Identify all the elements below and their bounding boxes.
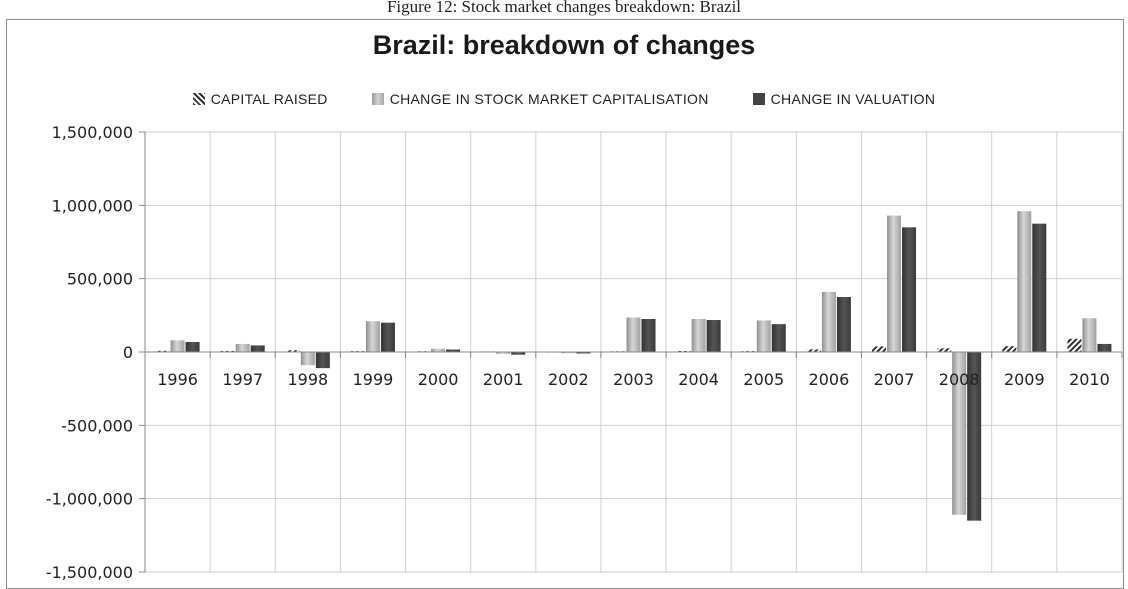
x-tick-label-1999: 1999 <box>353 370 394 389</box>
x-tick-label-2004: 2004 <box>678 370 719 389</box>
x-tick-label-1998: 1998 <box>287 370 328 389</box>
bar-change-in-valuation-2010[interactable] <box>1097 343 1112 352</box>
bar-change-in-stock-market-capitalisation-2008[interactable] <box>952 352 967 515</box>
bar-change-in-valuation-1997[interactable] <box>250 345 265 352</box>
bar-change-in-stock-market-capitalisation-1999[interactable] <box>365 321 380 352</box>
bar-capital-raised-2009[interactable] <box>1002 346 1017 352</box>
x-tick-label-2002: 2002 <box>548 370 589 389</box>
bar-change-in-valuation-2003[interactable] <box>641 319 656 352</box>
bar-change-in-stock-market-capitalisation-2003[interactable] <box>626 317 641 352</box>
chart-title: Brazil: breakdown of changes <box>372 30 756 60</box>
bar-change-in-stock-market-capitalisation-2001[interactable] <box>496 352 511 354</box>
bar-change-in-valuation-1998[interactable] <box>315 352 330 369</box>
legend: Capital raised Change in stock market ca… <box>0 91 1128 107</box>
x-tick-label-2009: 2009 <box>1004 370 1045 389</box>
bar-change-in-valuation-2005[interactable] <box>771 324 786 352</box>
bar-capital-raised-1997[interactable] <box>220 350 235 352</box>
bar-change-in-stock-market-capitalisation-2000[interactable] <box>431 348 446 352</box>
x-tick-label-1996: 1996 <box>157 370 198 389</box>
bar-capital-raised-2008[interactable] <box>937 348 952 352</box>
bar-change-in-stock-market-capitalisation-1998[interactable] <box>300 352 315 366</box>
chart-frame <box>6 19 1124 589</box>
bar-change-in-stock-market-capitalisation-1997[interactable] <box>235 343 250 352</box>
y-tick-label: 0 <box>123 343 133 362</box>
y-tick-label: -500,000 <box>61 416 133 435</box>
legend-item-change-in-capitalisation[interactable]: Change in stock market capitalisation <box>371 91 709 107</box>
bar-change-in-valuation-1999[interactable] <box>380 322 395 352</box>
legend-swatch-change-in-valuation <box>752 93 765 105</box>
legend-label-capital-raised: Capital raised <box>210 91 328 107</box>
x-tick-label-2001: 2001 <box>483 370 524 389</box>
x-tick-label-1997: 1997 <box>222 370 263 389</box>
figure-caption: Figure 12: Stock market changes breakdow… <box>386 0 742 16</box>
y-tick-label: 500,000 <box>67 270 133 289</box>
x-tick-label-2007: 2007 <box>874 370 915 389</box>
bar-capital-raised-1998[interactable] <box>285 350 300 352</box>
y-tick-label: -1,000,000 <box>46 490 133 509</box>
bar-change-in-valuation-2004[interactable] <box>706 320 721 352</box>
bar-change-in-valuation-2007[interactable] <box>902 227 917 352</box>
bar-capital-raised-2006[interactable] <box>806 349 821 352</box>
x-tick-label-2005: 2005 <box>743 370 784 389</box>
legend-swatch-change-in-capitalisation <box>371 93 384 105</box>
bar-change-in-valuation-2001[interactable] <box>511 352 526 355</box>
bar-change-in-valuation-2000[interactable] <box>446 349 461 352</box>
bar-change-in-valuation-2006[interactable] <box>836 297 851 352</box>
y-tick-label: -1,500,000 <box>46 563 133 581</box>
axes: -1,500,000 -1,000,000 -500,000 0 500,000 1,00… <box>46 123 1123 581</box>
legend-label-change-in-valuation: Change in valuation <box>770 91 936 107</box>
x-tick-label-2008: 2008 <box>939 370 980 389</box>
bar-change-in-stock-market-capitalisation-2005[interactable] <box>756 320 771 352</box>
x-tick-label-2003: 2003 <box>613 370 654 389</box>
legend-swatch-capital-raised <box>192 93 205 105</box>
bar-change-in-valuation-1996[interactable] <box>185 342 200 352</box>
legend-label-change-in-capitalisation: Change in stock market capitalisation <box>389 91 709 107</box>
y-tick-label: 1,500,000 <box>52 123 133 142</box>
x-tick-label-2010: 2010 <box>1069 370 1110 389</box>
bar-change-in-valuation-2008[interactable] <box>967 352 982 521</box>
bar-change-in-stock-market-capitalisation-2002[interactable] <box>561 352 576 354</box>
legend-item-change-in-valuation[interactable]: Change in valuation <box>752 91 936 107</box>
bar-capital-raised-1996[interactable] <box>155 350 170 352</box>
y-tick-label: 1,000,000 <box>52 196 133 215</box>
bar-capital-raised-2007[interactable] <box>872 346 887 352</box>
bar-change-in-stock-market-capitalisation-2009[interactable] <box>1017 211 1032 352</box>
bar-change-in-stock-market-capitalisation-2004[interactable] <box>691 319 706 352</box>
bars <box>155 211 1112 521</box>
bar-change-in-stock-market-capitalisation-2007[interactable] <box>887 215 902 352</box>
bar-change-in-valuation-2002[interactable] <box>576 352 591 354</box>
bar-capital-raised-2004[interactable] <box>676 350 691 352</box>
bar-change-in-valuation-2009[interactable] <box>1032 223 1047 352</box>
x-tick-label-2006: 2006 <box>809 370 850 389</box>
bar-capital-raised-2010[interactable] <box>1067 338 1082 352</box>
bar-change-in-stock-market-capitalisation-2010[interactable] <box>1082 318 1097 352</box>
bar-change-in-stock-market-capitalisation-1996[interactable] <box>170 340 185 352</box>
x-tick-label-2000: 2000 <box>418 370 459 389</box>
bar-change-in-stock-market-capitalisation-2006[interactable] <box>821 291 836 352</box>
legend-item-capital-raised[interactable]: Capital raised <box>192 91 328 107</box>
